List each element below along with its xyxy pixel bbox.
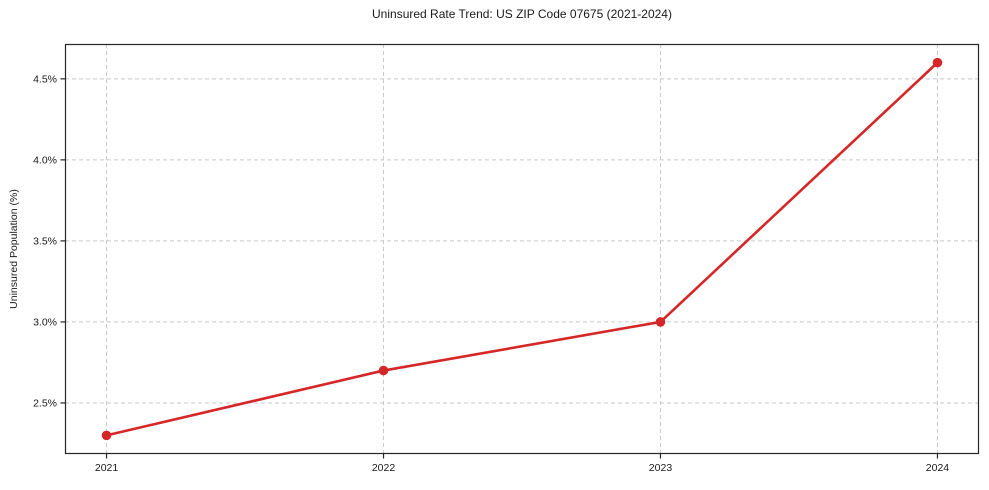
data-point — [932, 57, 943, 68]
y-tick-label: 3.5% — [33, 235, 57, 247]
y-tick-label: 4.0% — [33, 154, 57, 166]
x-tick-label: 2024 — [926, 462, 950, 474]
x-tick-label: 2021 — [95, 462, 119, 474]
chart-title: Uninsured Rate Trend: US ZIP Code 07675 … — [372, 7, 672, 21]
x-tick-label: 2023 — [649, 462, 673, 474]
y-tick-label: 2.5% — [33, 397, 57, 409]
data-point — [655, 317, 666, 327]
y-tick-label: 4.5% — [33, 73, 57, 85]
plot-border — [64, 43, 980, 455]
y-tick-label: 3.0% — [33, 316, 57, 328]
data-point — [378, 365, 389, 376]
trend-line — [105, 61, 939, 437]
x-tick-label: 2022 — [372, 462, 396, 474]
data-point — [101, 430, 112, 441]
y-axis-label: Uninsured Population (%) — [8, 189, 20, 309]
